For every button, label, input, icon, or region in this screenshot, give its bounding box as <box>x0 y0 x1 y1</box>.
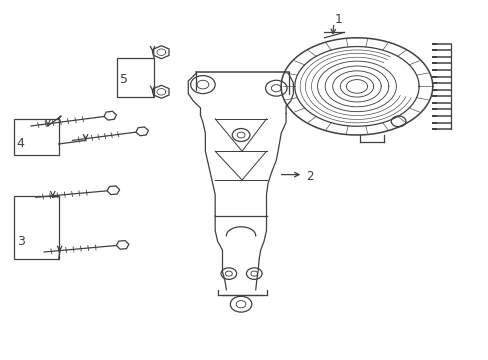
Polygon shape <box>107 186 120 194</box>
Circle shape <box>197 80 208 89</box>
Text: 5: 5 <box>120 73 128 86</box>
Text: 1: 1 <box>334 13 342 26</box>
Bar <box>14 119 59 155</box>
Circle shape <box>246 268 262 279</box>
Polygon shape <box>116 240 129 249</box>
Circle shape <box>230 296 251 312</box>
Bar <box>117 58 154 97</box>
Text: 2: 2 <box>306 170 313 183</box>
Circle shape <box>390 116 405 127</box>
Polygon shape <box>136 127 148 136</box>
Circle shape <box>236 301 245 308</box>
Circle shape <box>271 85 281 92</box>
Circle shape <box>225 271 232 276</box>
Circle shape <box>232 129 249 141</box>
Text: 3: 3 <box>17 235 24 248</box>
Polygon shape <box>153 46 169 59</box>
Circle shape <box>221 268 236 279</box>
Circle shape <box>265 80 286 96</box>
Circle shape <box>237 132 244 138</box>
Polygon shape <box>153 85 169 98</box>
Circle shape <box>250 271 257 276</box>
Bar <box>14 196 59 259</box>
Polygon shape <box>104 111 116 120</box>
Circle shape <box>190 76 215 94</box>
Text: 4: 4 <box>17 138 24 150</box>
